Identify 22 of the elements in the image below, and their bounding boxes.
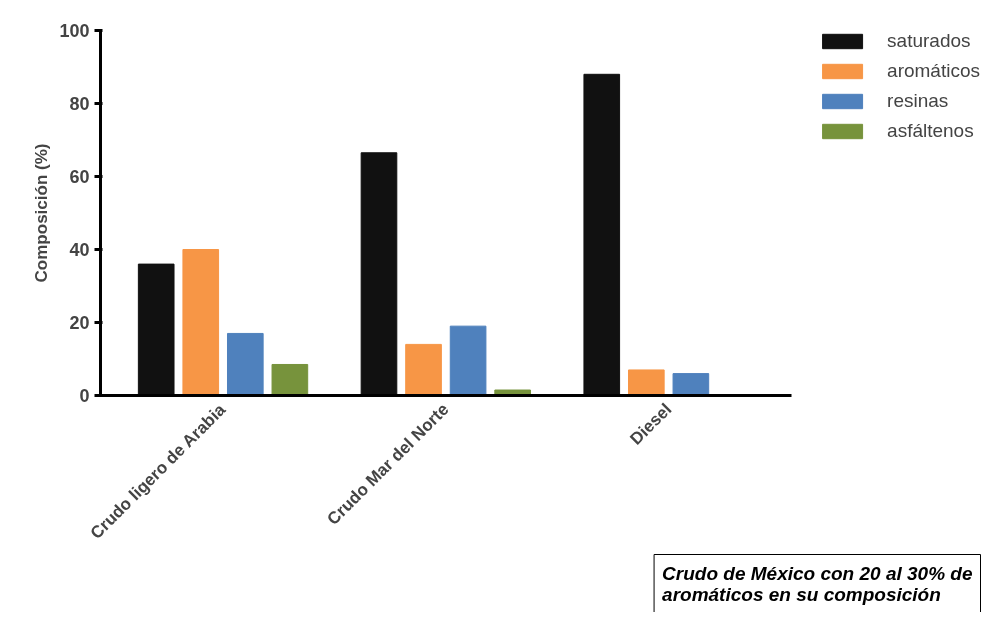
legend-label: saturados	[887, 30, 971, 52]
y-tick-label: 80	[69, 94, 90, 114]
bar	[628, 369, 665, 396]
bar	[405, 343, 442, 396]
text: Crudo de México con 20 al 30% de aromáticos en su composición	[662, 562, 973, 605]
legend-label: resinas	[887, 90, 949, 112]
y-tick-label: 20	[69, 313, 90, 333]
bar	[226, 332, 264, 396]
y-tick-label: 40	[69, 240, 90, 260]
bar	[583, 73, 621, 396]
bar	[360, 152, 398, 396]
bar	[449, 325, 487, 396]
y-tick-label: 60	[69, 167, 90, 187]
y-tick-label: 100	[59, 21, 90, 41]
legend-label: asfáltenos	[887, 120, 974, 142]
bar	[271, 363, 309, 396]
bar	[182, 249, 220, 396]
y-axis-title: Composición (%)	[32, 143, 52, 283]
legend-label: aromáticos	[887, 60, 980, 82]
bar	[672, 373, 710, 396]
bar	[137, 263, 175, 396]
y-tick-label: 0	[79, 386, 90, 406]
